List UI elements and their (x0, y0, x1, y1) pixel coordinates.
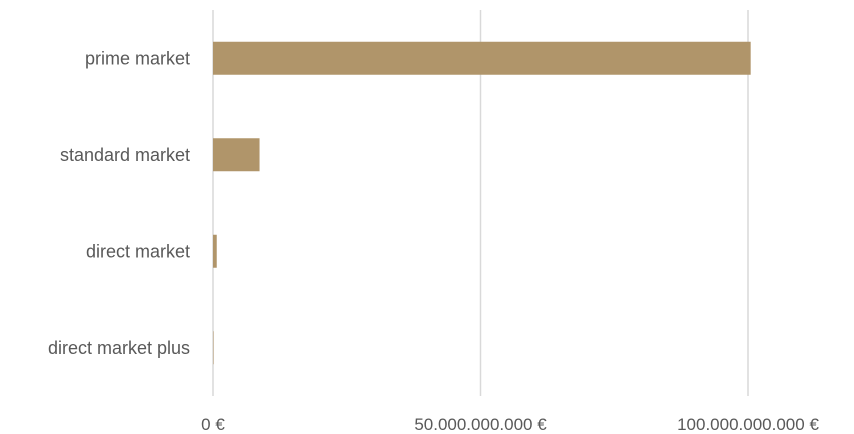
bars (213, 41, 751, 365)
x-tick-label-1: 50.000.000.000 € (414, 415, 547, 434)
bar-direct-market (213, 234, 217, 268)
category-label-standard-market: standard market (60, 145, 190, 165)
bar-direct-market-plus (213, 331, 214, 365)
x-tick-label-0: 0 € (201, 415, 225, 434)
x-tick-label-2: 100.000.000.000 € (677, 415, 819, 434)
category-label-direct-market-plus: direct market plus (48, 338, 190, 358)
x-tick-labels: 0 € 50.000.000.000 € 100.000.000.000 € (201, 415, 819, 434)
bar-standard-market (213, 138, 260, 172)
category-label-direct-market: direct market (86, 241, 190, 261)
category-labels: prime market standard market direct market… (48, 48, 190, 358)
category-label-prime-market: prime market (85, 48, 190, 68)
bar-prime-market (213, 41, 751, 75)
